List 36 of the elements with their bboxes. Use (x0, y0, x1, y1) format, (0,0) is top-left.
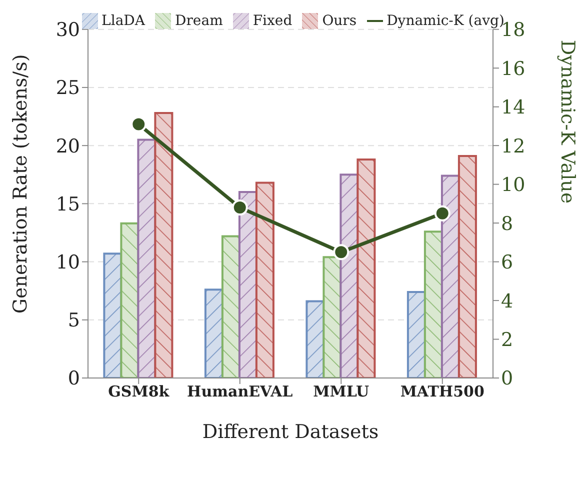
y2-tick-label: 2 (501, 329, 514, 352)
y-tick-label: 10 (56, 252, 80, 274)
legend-label: Dream (175, 13, 223, 29)
bar (458, 155, 477, 378)
point (130, 116, 147, 132)
y2-tick-label: 0 (501, 368, 514, 390)
bar (154, 112, 174, 378)
y2-tick-label: 16 (501, 58, 526, 80)
legend-label: Fixed (252, 13, 292, 29)
y2-tick-label: 8 (501, 212, 514, 235)
x-axis-title: Different Datasets (202, 421, 379, 443)
y2-tick-label: 14 (501, 96, 526, 119)
bar (356, 158, 376, 378)
legend-label: LlaDA (102, 13, 146, 29)
legend-label: Ours (322, 13, 357, 29)
x-tick-label: HumanEVAL (187, 382, 294, 401)
x-tick-label: GSM8k (108, 382, 170, 401)
y-tick-label: 30 (56, 19, 80, 42)
y-tick-label: 20 (56, 135, 80, 158)
y2-tick-label: 12 (501, 135, 526, 158)
y-axis-title: Generation Rate (tokens/s) (10, 54, 32, 314)
y2-tick-label: 6 (501, 252, 514, 274)
x-tick-label: MMLU (313, 382, 370, 401)
y2-tick-label: 4 (501, 290, 514, 312)
point (434, 205, 450, 222)
y-tick-label: 15 (56, 193, 80, 216)
y2-axis-title: Dynamic-K Value (556, 40, 578, 204)
point (333, 244, 350, 260)
y-tick-label: 25 (56, 77, 80, 100)
y-tick-label: 0 (68, 368, 80, 390)
y2-tick-label: 10 (501, 174, 526, 196)
point (232, 200, 248, 216)
x-tick-label: MATH500 (400, 382, 484, 401)
legend-label: Dynamic-K (avg) (386, 13, 504, 29)
y-tick-label: 5 (68, 310, 80, 332)
bar (255, 182, 274, 378)
